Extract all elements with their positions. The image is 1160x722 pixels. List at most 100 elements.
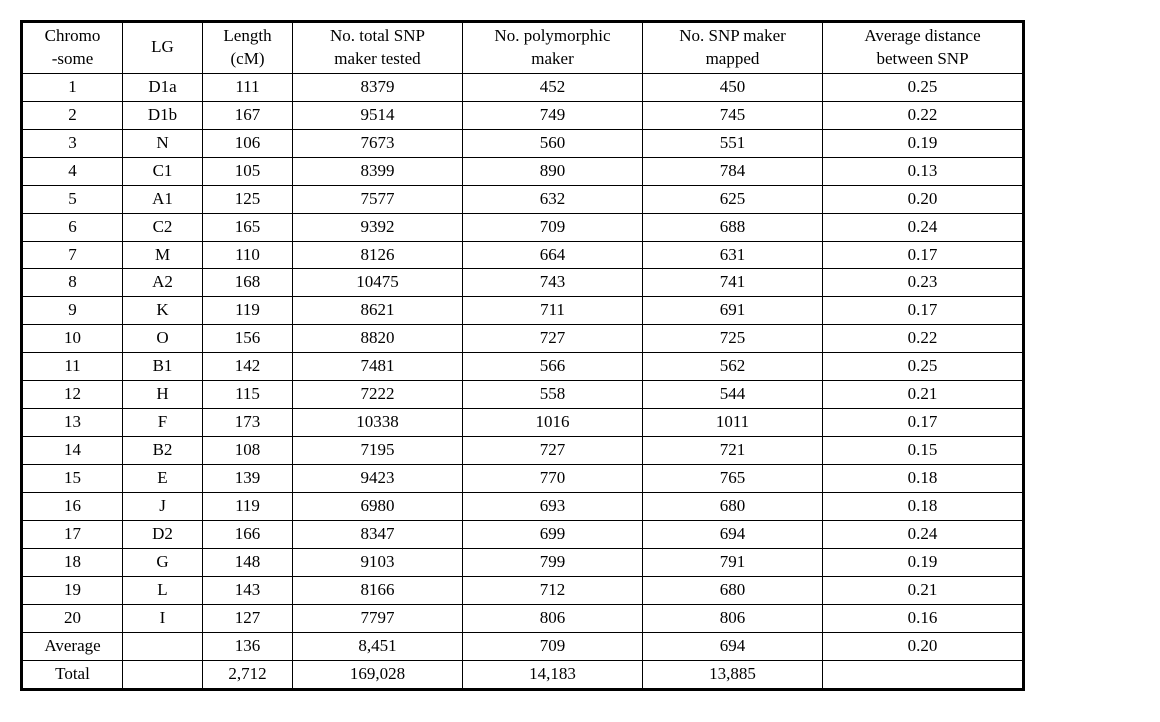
cell-lg: G [123,548,203,576]
cell-mapped: 741 [643,269,823,297]
table-row: 18G14891037997910.19 [23,548,1023,576]
cell-tested: 7222 [293,381,463,409]
cell-chromo: 10 [23,325,123,353]
cell-mapped: 562 [643,353,823,381]
table-row: 3N10676735605510.19 [23,129,1023,157]
cell-poly: 566 [463,353,643,381]
cell-lg: E [123,465,203,493]
column-header-line1: No. polymorphic [469,25,636,48]
cell-tested: 7673 [293,129,463,157]
cell-poly: 1016 [463,409,643,437]
cell-dist: 0.17 [823,409,1023,437]
snp-table: Chromo-someLGLength(cM)No. total SNPmake… [22,22,1023,689]
cell-dist: 0.24 [823,213,1023,241]
cell-mapped: 680 [643,492,823,520]
cell-dist: 0.24 [823,520,1023,548]
table-row: 14B210871957277210.15 [23,437,1023,465]
cell-poly: 799 [463,548,643,576]
table-row: 10O15688207277250.22 [23,325,1023,353]
cell-len: 125 [203,185,293,213]
cell-len: 127 [203,604,293,632]
cell-lg: B2 [123,437,203,465]
cell-len: 139 [203,465,293,493]
cell-len: 156 [203,325,293,353]
cell-dist: 0.19 [823,129,1023,157]
cell-dist: 0.18 [823,492,1023,520]
cell-lg [123,632,203,660]
cell-lg: N [123,129,203,157]
cell-mapped: 694 [643,520,823,548]
cell-chromo: 13 [23,409,123,437]
cell-dist: 0.17 [823,297,1023,325]
table-body: 1D1a11183794524500.252D1b16795147497450.… [23,73,1023,688]
cell-poly: 743 [463,269,643,297]
cell-mapped: 721 [643,437,823,465]
cell-tested: 9103 [293,548,463,576]
cell-tested: 8347 [293,520,463,548]
table-row: 8A2168104757437410.23 [23,269,1023,297]
cell-tested: 8820 [293,325,463,353]
cell-tested: 8621 [293,297,463,325]
cell-dist: 0.25 [823,73,1023,101]
cell-dist: 0.20 [823,632,1023,660]
table-row: 9K11986217116910.17 [23,297,1023,325]
cell-mapped: 791 [643,548,823,576]
cell-mapped: 13,885 [643,660,823,688]
cell-tested: 9423 [293,465,463,493]
cell-dist: 0.17 [823,241,1023,269]
cell-mapped: 1011 [643,409,823,437]
cell-lg: L [123,576,203,604]
column-header-tested: No. total SNPmaker tested [293,23,463,74]
cell-mapped: 680 [643,576,823,604]
cell-mapped: 544 [643,381,823,409]
cell-tested: 8166 [293,576,463,604]
cell-tested: 7481 [293,353,463,381]
cell-len: 105 [203,157,293,185]
cell-poly: 770 [463,465,643,493]
cell-mapped: 691 [643,297,823,325]
cell-chromo: 2 [23,101,123,129]
table-row: 17D216683476996940.24 [23,520,1023,548]
cell-len: 106 [203,129,293,157]
cell-len: 168 [203,269,293,297]
table-row: 12H11572225585440.21 [23,381,1023,409]
table-row: 20I12777978068060.16 [23,604,1023,632]
cell-tested: 8379 [293,73,463,101]
cell-chromo: 20 [23,604,123,632]
cell-poly: 452 [463,73,643,101]
cell-lg: B1 [123,353,203,381]
cell-len: 108 [203,437,293,465]
cell-len: 119 [203,492,293,520]
column-header-line1: Chromo [29,25,116,48]
cell-dist: 0.25 [823,353,1023,381]
table-row: 4C110583998907840.13 [23,157,1023,185]
cell-chromo: 19 [23,576,123,604]
cell-chromo: 11 [23,353,123,381]
cell-tested: 10338 [293,409,463,437]
cell-mapped: 694 [643,632,823,660]
cell-chromo: 6 [23,213,123,241]
cell-dist: 0.20 [823,185,1023,213]
cell-chromo: 3 [23,129,123,157]
table-header: Chromo-someLGLength(cM)No. total SNPmake… [23,23,1023,74]
table-row: 2D1b16795147497450.22 [23,101,1023,129]
cell-lg: A2 [123,269,203,297]
cell-mapped: 765 [643,465,823,493]
cell-tested: 169,028 [293,660,463,688]
column-header-line1: No. SNP maker [649,25,816,48]
cell-poly: 632 [463,185,643,213]
cell-len: 148 [203,548,293,576]
cell-len: 111 [203,73,293,101]
cell-tested: 7797 [293,604,463,632]
cell-dist: 0.21 [823,576,1023,604]
cell-dist [823,660,1023,688]
cell-len: 136 [203,632,293,660]
cell-chromo: 1 [23,73,123,101]
cell-chromo: 8 [23,269,123,297]
cell-len: 166 [203,520,293,548]
column-header-line1: Length [209,25,286,48]
cell-chromo: 5 [23,185,123,213]
cell-poly: 664 [463,241,643,269]
cell-dist: 0.13 [823,157,1023,185]
cell-dist: 0.16 [823,604,1023,632]
